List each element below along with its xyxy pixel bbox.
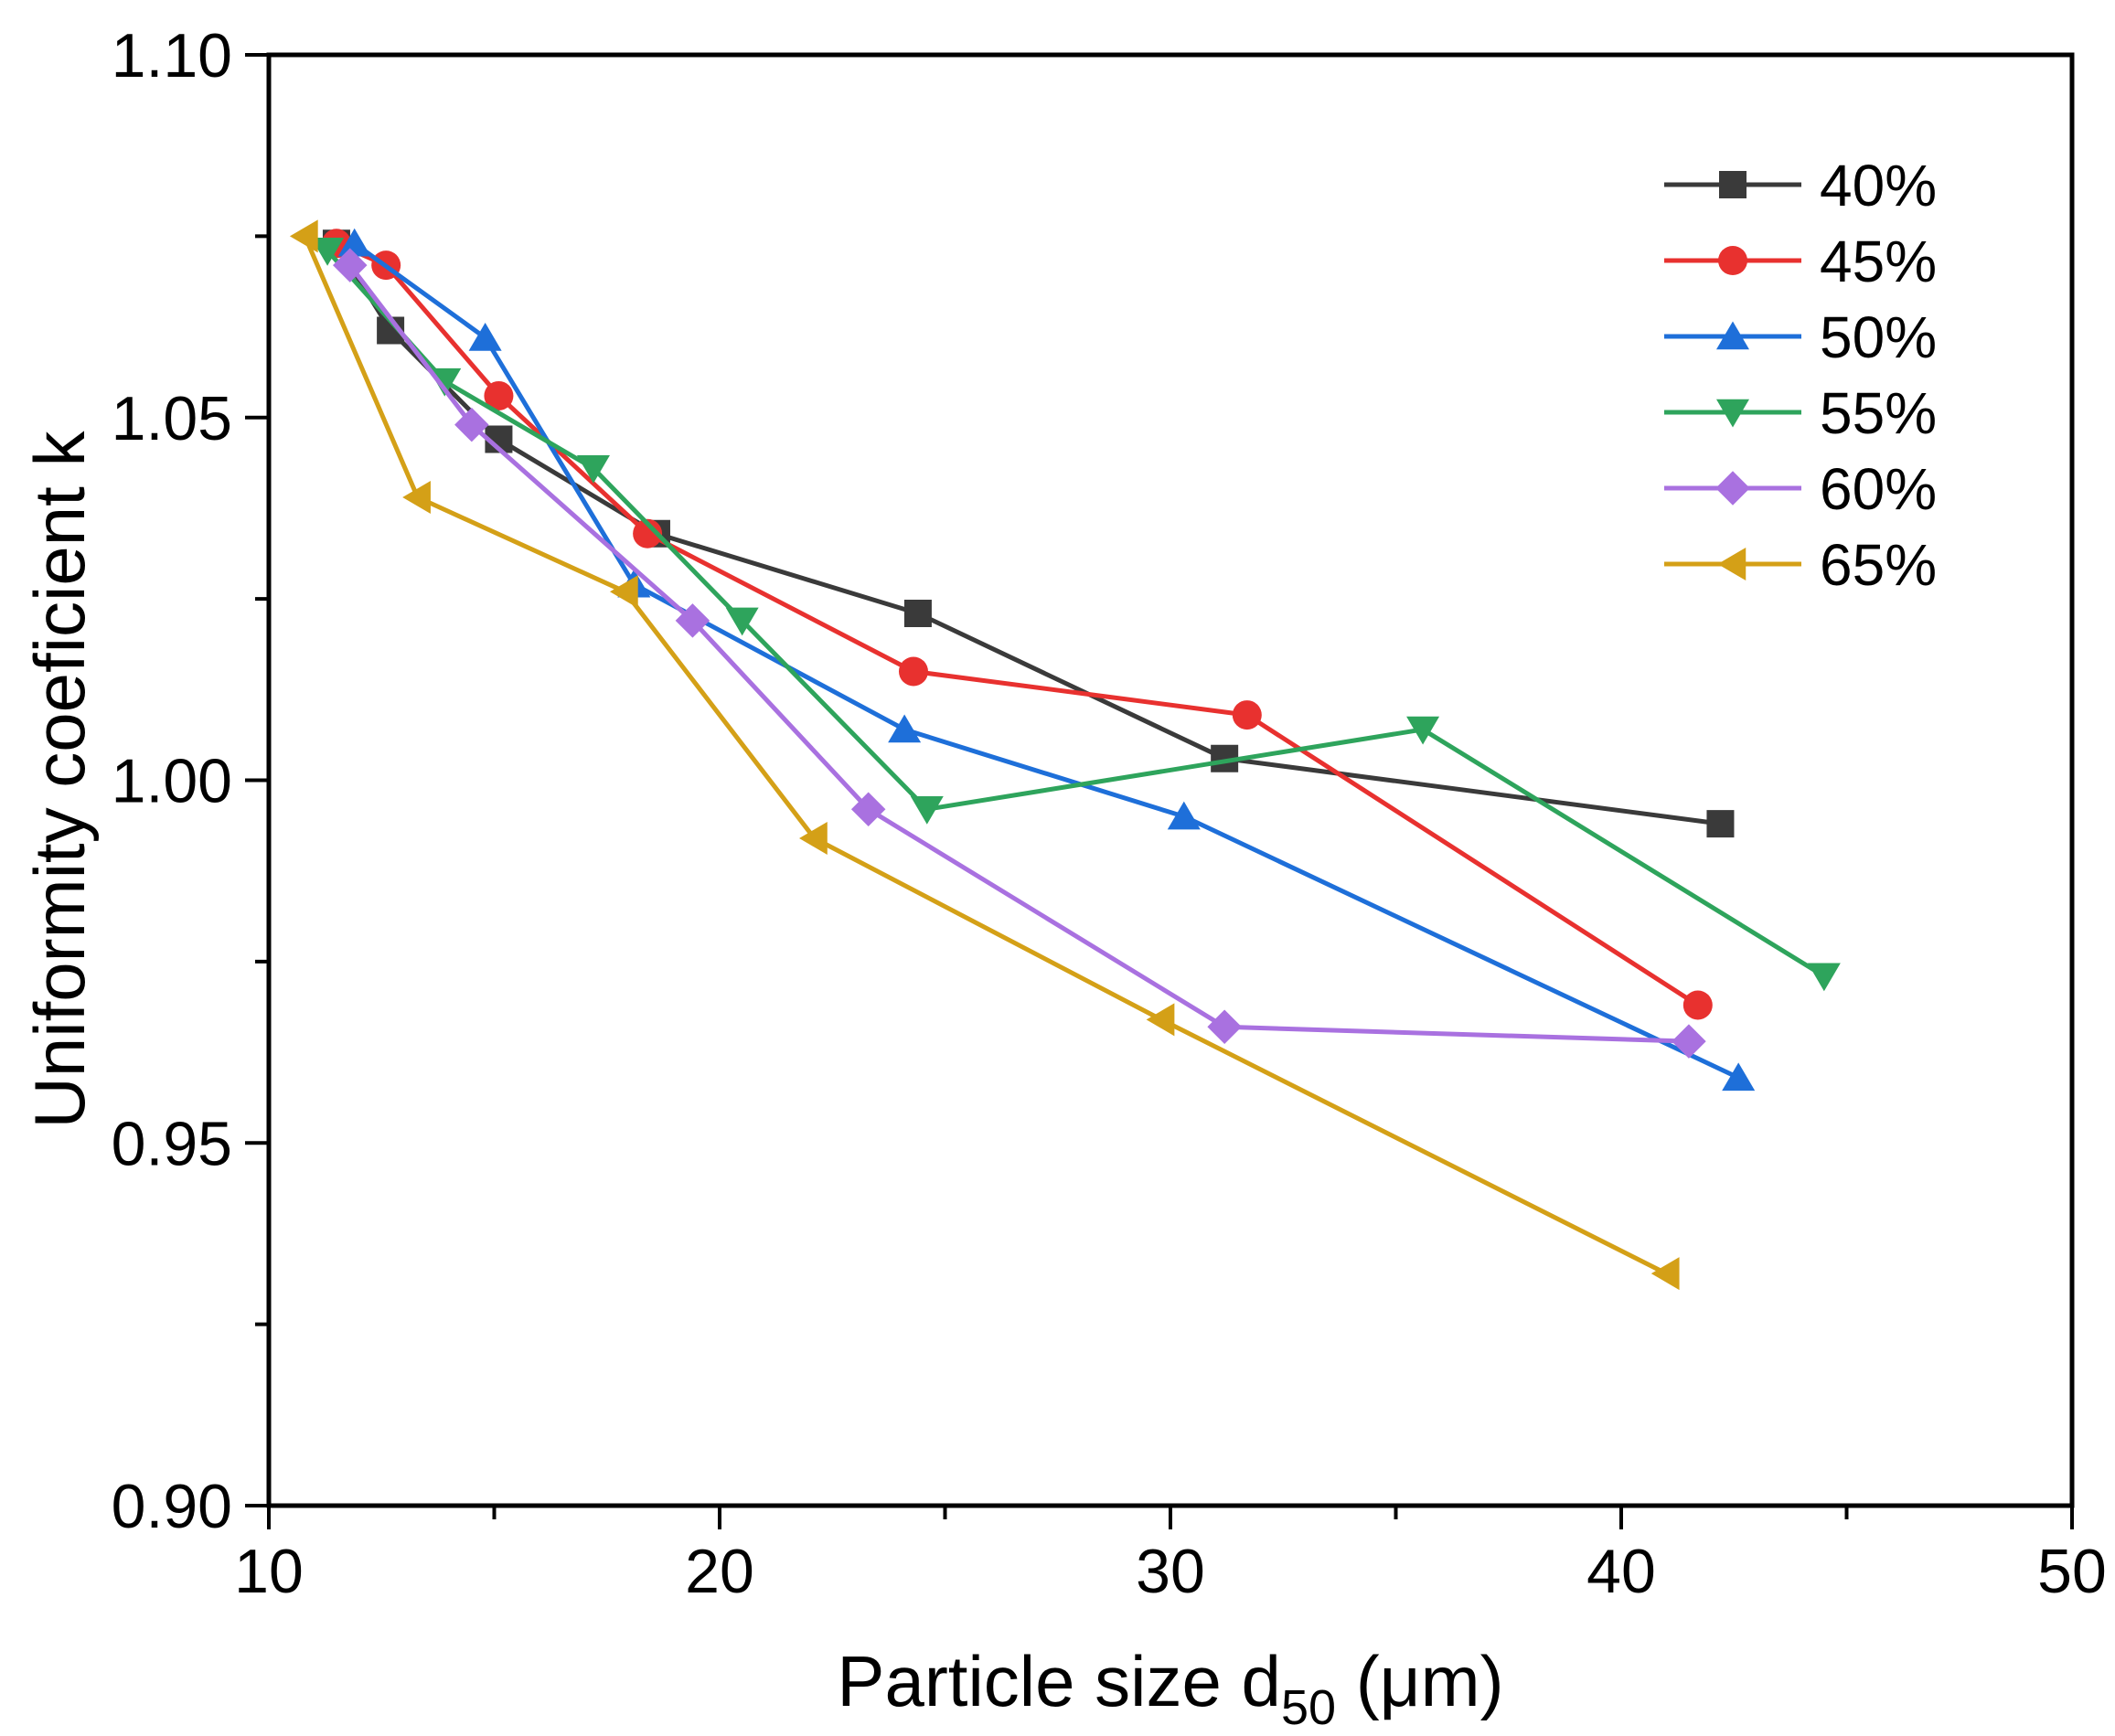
legend-label-55: 55% [1820,380,1937,446]
legend-label-40: 40% [1820,153,1937,218]
data-point-60 [332,248,368,282]
data-point-55 [311,237,345,266]
legend-marker-55 [1716,399,1749,428]
data-point-60 [1207,1009,1242,1045]
y-tick-label: 1.10 [112,21,232,91]
x-tick-label: 20 [685,1537,754,1606]
x-tick-label: 10 [234,1537,304,1606]
legend-label-65: 65% [1820,532,1937,598]
legend-item-55: 55% [1664,380,1937,446]
series-65 [289,219,1680,1291]
legend-marker-40 [1719,171,1746,198]
legend-label-50: 50% [1820,304,1937,370]
x-axis-title-subscript: 50 [1281,1680,1336,1735]
x-axis-title-unit: (μm) [1336,1641,1504,1721]
data-point-45 [633,518,663,548]
data-point-55 [1406,716,1440,745]
y-tick-label: 1.05 [112,384,232,453]
plot-frame [266,52,2075,1508]
data-point-40 [1211,744,1239,772]
x-tick-label: 40 [1586,1537,1656,1606]
legend-label-45: 45% [1820,229,1937,294]
legend-item-40: 40% [1664,153,1937,218]
data-point-45 [484,380,514,410]
legend-marker-60 [1715,471,1750,506]
data-point-55 [1807,963,1841,992]
legend-item-65: 65% [1664,532,1937,598]
series-60 [332,248,1706,1059]
data-point-65 [799,821,828,855]
legend-item-50: 50% [1664,304,1937,370]
data-point-40 [485,425,513,453]
series-line-60 [347,263,1690,1044]
series-layer [289,219,1841,1291]
y-tick-label: 0.90 [112,1472,232,1541]
data-point-50 [1167,801,1201,830]
legend-marker-45 [1718,246,1747,275]
legend: 40% 45% 50% 55% 60% 65% [1664,153,1937,598]
data-point-50 [337,228,371,257]
data-point-55 [725,607,759,636]
data-point-65 [1650,1257,1680,1291]
x-axis-title-main: Particle size d [837,1641,1281,1721]
y-tick-label: 1.00 [112,747,232,816]
legend-marker-50 [1716,321,1749,350]
data-point-50 [888,714,922,743]
data-point-45 [1232,700,1262,730]
data-point-60 [850,792,886,826]
data-point-45 [898,656,928,687]
legend-marker-65 [1717,548,1746,580]
x-tick-label: 30 [1136,1537,1205,1606]
data-point-40 [1706,810,1735,838]
data-point-65 [1146,1003,1175,1037]
data-point-45 [1682,990,1713,1020]
data-point-40 [903,599,932,627]
legend-label-60: 60% [1820,456,1937,522]
data-point-60 [675,603,710,638]
data-point-65 [289,219,318,253]
data-point-55 [576,455,610,484]
series-55 [311,237,1841,992]
x-tick-label: 50 [2037,1537,2107,1606]
data-point-50 [468,322,502,351]
data-point-60 [1672,1024,1706,1059]
data-point-60 [454,407,489,442]
x-axis-title: Particle size d50 (μm) [837,1641,1503,1735]
data-point-65 [609,575,638,609]
legend-item-45: 45% [1664,229,1937,294]
legend-item-60: 60% [1664,456,1937,522]
y-tick-label: 0.95 [112,1109,232,1178]
tick-labels: 10 20 30 40 50 0.90 0.95 1.00 1.05 1.10 [112,21,2107,1606]
series-line-65 [303,235,1668,1276]
series-line-50 [353,241,1740,1081]
data-point-50 [1722,1062,1756,1092]
y-axis-title: Uniformity coeficient k [19,431,100,1129]
data-point-55 [910,795,944,825]
data-point-65 [402,481,431,515]
